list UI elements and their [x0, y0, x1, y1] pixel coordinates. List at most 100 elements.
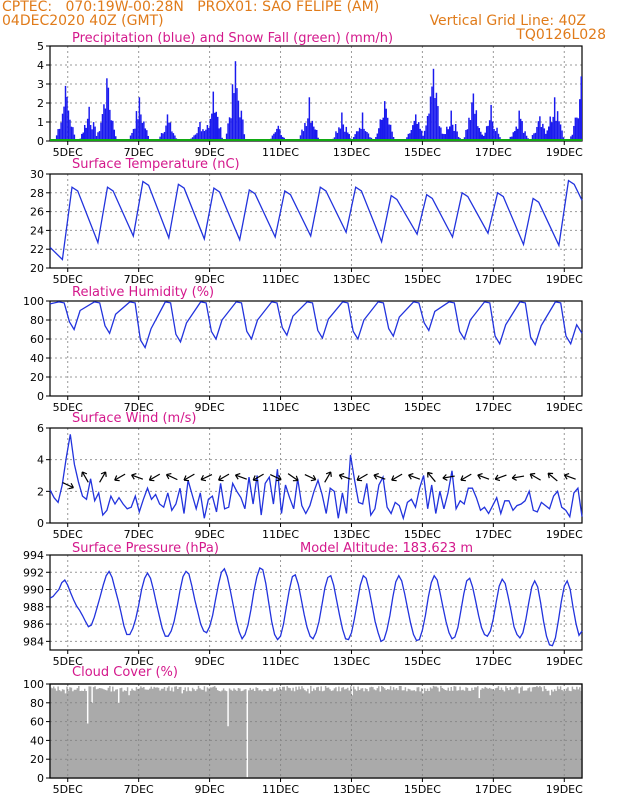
- y-tick-label: 0: [37, 772, 44, 785]
- precip-bar: [308, 97, 311, 141]
- y-tick-label: 20: [30, 262, 44, 275]
- x-tick-label: 15DEC: [404, 146, 441, 159]
- precip-bar: [548, 126, 550, 141]
- precip-bar: [341, 112, 343, 141]
- precip-bar: [98, 131, 101, 141]
- precip-bar: [199, 122, 201, 141]
- precip-bar: [376, 133, 379, 141]
- precip-bar: [481, 134, 483, 141]
- precip-bar: [73, 134, 76, 141]
- wind-arrow-head: [373, 473, 379, 480]
- precip-bar: [441, 133, 444, 141]
- precip-bar: [407, 133, 410, 141]
- plot-frame: [49, 45, 583, 142]
- precip-bar: [474, 113, 476, 141]
- precip-bar: [345, 126, 348, 141]
- precip-bar: [542, 123, 544, 141]
- precip-bar: [422, 135, 424, 141]
- precip-bar: [228, 117, 231, 141]
- precip-bar: [165, 125, 167, 141]
- precip-bar: [233, 93, 235, 141]
- wind-arrow: [442, 474, 455, 481]
- precip-bar: [485, 126, 488, 141]
- panel-precip: 0 1 2 3 4 5 5DEC 7DEC 9DEC 11DEC 13DEC 15DEC 17DEC 19…: [37, 31, 583, 159]
- precip-bar: [465, 129, 467, 141]
- precip-bar: [107, 87, 110, 141]
- precip-bar: [314, 129, 316, 141]
- x-tick-label: 7DEC: [124, 401, 154, 414]
- x-tick-label: 17DEC: [475, 146, 512, 159]
- precip-bar: [305, 126, 308, 141]
- wind-arrow-shaft: [218, 473, 230, 481]
- precip-bar: [417, 122, 420, 141]
- precip-bar: [344, 131, 346, 141]
- y-tick-label: 100: [23, 295, 44, 308]
- precip-bar: [420, 130, 423, 141]
- precip-bar: [58, 128, 61, 141]
- y-tick-label: 80: [30, 314, 44, 327]
- precip-bar: [546, 130, 549, 141]
- x-tick-label: 5DEC: [53, 783, 83, 796]
- wind-arrow-head: [477, 473, 483, 480]
- header-line3-right: TQ0126L028: [516, 27, 606, 43]
- precip-bar: [218, 128, 220, 141]
- precip-bar: [416, 123, 418, 141]
- precip-bar: [552, 116, 554, 141]
- precip-bar: [144, 128, 147, 141]
- x-tick-label: 13DEC: [333, 528, 370, 541]
- precip-bar: [92, 122, 95, 141]
- x-tick-label: 17DEC: [475, 783, 512, 796]
- y-tick-label: 992: [23, 566, 44, 579]
- wind-arrow-shaft: [356, 473, 368, 481]
- wind-arrow-head: [529, 472, 536, 479]
- x-tick-label: 13DEC: [333, 401, 370, 414]
- precip-bar: [347, 132, 349, 141]
- precip-bar: [391, 131, 393, 141]
- precip-bar: [112, 120, 114, 141]
- precip-bar: [57, 129, 59, 141]
- y-tick-label: 0: [37, 135, 44, 148]
- panel-title: Precipitation (blue) and Snow Fall (gree…: [72, 31, 393, 46]
- precip-bar: [477, 126, 479, 141]
- precip-bar: [63, 106, 65, 141]
- precip-bar: [449, 126, 451, 141]
- x-tick-label: 11DEC: [262, 528, 299, 541]
- precip-bar: [231, 84, 234, 141]
- precip-bar: [94, 126, 96, 141]
- x-tick-label: 15DEC: [404, 783, 441, 796]
- wind-arrow-shaft: [304, 474, 316, 481]
- precip-bar: [354, 134, 356, 141]
- precip-bar: [103, 104, 105, 141]
- precip-bar: [524, 131, 526, 141]
- x-tick-label: 19DEC: [546, 146, 583, 159]
- precip-bar: [533, 133, 535, 141]
- precip-bar: [570, 136, 572, 141]
- wind-arrow-shaft: [99, 471, 107, 483]
- wind-arrow-shaft: [131, 474, 144, 480]
- precip-bar: [273, 133, 275, 141]
- precip-bar: [456, 131, 458, 141]
- precip-bar: [378, 128, 380, 141]
- wind-arrow-head: [391, 475, 397, 482]
- y-tick-label: 4: [37, 454, 44, 467]
- panel-title: Surface Temperature (nC): [72, 157, 240, 172]
- precip-bar: [214, 112, 216, 141]
- precip-bar: [348, 134, 350, 141]
- x-tick-label: 11DEC: [262, 655, 299, 668]
- x-tick-label: 9DEC: [195, 401, 225, 414]
- wind-arrow: [183, 473, 195, 482]
- precip-bar: [143, 121, 145, 141]
- precip-bar: [219, 127, 222, 141]
- precip-bar: [227, 123, 229, 141]
- precip-bar: [472, 93, 475, 141]
- precip-bar: [234, 61, 237, 142]
- x-tick-label: 9DEC: [195, 783, 225, 796]
- x-tick-label: 17DEC: [475, 273, 512, 286]
- precip-bar: [431, 86, 433, 141]
- wind-arrow-head: [338, 473, 345, 480]
- x-tick-label: 9DEC: [195, 655, 225, 668]
- wind-arrow-shaft: [391, 473, 403, 481]
- wind-arrow: [165, 472, 178, 481]
- precip-bar: [212, 91, 215, 141]
- x-tick-label: 13DEC: [333, 273, 370, 286]
